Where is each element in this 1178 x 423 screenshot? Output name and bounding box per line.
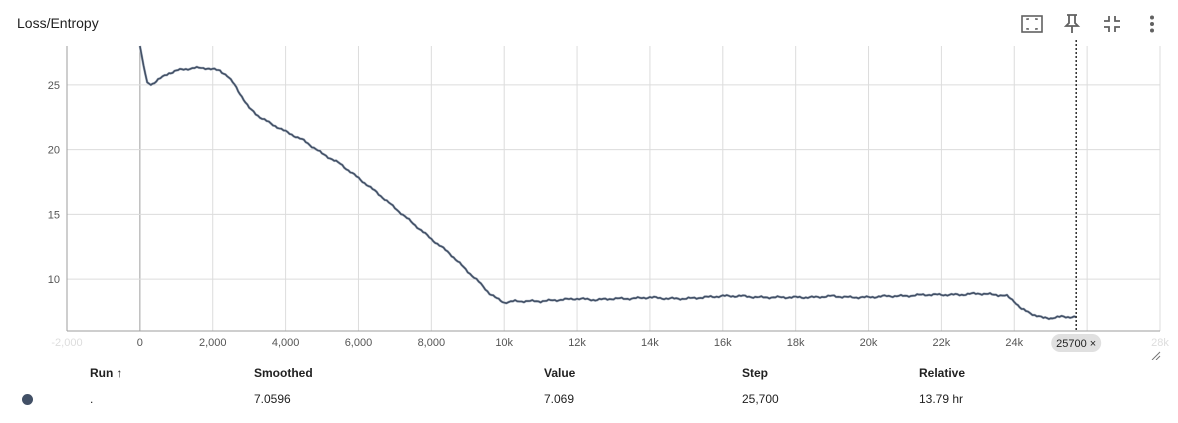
y-tick-label: 15 xyxy=(48,209,60,221)
chart-series xyxy=(138,45,1077,321)
card-title: Loss/Entropy xyxy=(17,15,99,31)
x-tick-label: 10k xyxy=(495,337,513,349)
step-column-header[interactable]: Step xyxy=(742,366,769,380)
fit-domain-icon xyxy=(1021,15,1043,33)
x-tick-label: 0 xyxy=(137,337,143,349)
line-chart[interactable]: -2,000 0 2,000 4,000 6,000 8,000 10k 12k 14k 16k 1… xyxy=(0,40,1178,360)
more-vert-icon xyxy=(1150,15,1154,33)
x-tick-label: 18k xyxy=(787,337,805,349)
run-color-dot xyxy=(22,394,33,405)
collapse-button[interactable] xyxy=(1096,10,1128,38)
chart-tick-labels: -2,000 0 2,000 4,000 6,000 8,000 10k 12k 14k 16k 1… xyxy=(48,80,1169,352)
x-tick-label: 14k xyxy=(641,337,659,349)
run-name: . xyxy=(90,392,94,406)
card-toolbar xyxy=(1016,10,1168,38)
run-column-header[interactable]: Run ↑ xyxy=(90,366,122,380)
relative-column-header[interactable]: Relative xyxy=(919,366,966,380)
pin-button[interactable] xyxy=(1056,10,1088,38)
run-header-label: Run xyxy=(90,366,114,380)
more-options-button[interactable] xyxy=(1136,10,1168,38)
sort-ascending-icon: ↑ xyxy=(116,366,123,380)
chart-grid xyxy=(67,46,1161,331)
y-tick-label: 20 xyxy=(48,145,60,157)
x-tick-label: 6,000 xyxy=(345,337,373,349)
x-tick-label: -2,000 xyxy=(51,337,82,349)
series-line xyxy=(139,45,1077,320)
chart-axes xyxy=(66,46,1160,332)
y-tick-label: 10 xyxy=(48,274,60,286)
x-tick-label: 22k xyxy=(933,337,951,349)
value-column-header[interactable]: Value xyxy=(544,366,576,380)
x-tick-label: 16k xyxy=(714,337,732,349)
x-tick-label: 8,000 xyxy=(418,337,446,349)
smoothed-value: 7.0596 xyxy=(254,392,291,406)
table-row: . 7.0596 7.069 25,700 13.79 hr xyxy=(0,386,1178,412)
x-tick-label: 24k xyxy=(1005,337,1023,349)
collapse-icon xyxy=(1104,16,1120,32)
pin-icon xyxy=(1063,14,1081,33)
x-tick-label: 28k xyxy=(1151,337,1169,349)
cursor-badge xyxy=(1051,334,1102,352)
x-tick-label: 20k xyxy=(860,337,878,349)
relative-time: 13.79 hr xyxy=(919,392,964,406)
y-tick-label: 25 xyxy=(48,80,60,92)
cursor-step-label: 25700 × xyxy=(1056,338,1096,350)
x-tick-label: 4,000 xyxy=(272,337,300,349)
resize-handle-icon[interactable] xyxy=(1151,351,1161,360)
x-tick-label: 2,000 xyxy=(199,337,227,349)
table-header-row: Run ↑ Smoothed Value Step Relative xyxy=(0,360,1178,386)
step-value: 25,700 xyxy=(742,392,779,406)
raw-value: 7.069 xyxy=(544,392,575,406)
smoothed-column-header[interactable]: Smoothed xyxy=(254,366,313,380)
series-raw-line xyxy=(138,45,1077,321)
fit-domain-button[interactable] xyxy=(1016,10,1048,38)
tooltip-table: Run ↑ Smoothed Value Step Relative . 7.05… xyxy=(0,360,1178,412)
x-tick-label: 12k xyxy=(568,337,586,349)
